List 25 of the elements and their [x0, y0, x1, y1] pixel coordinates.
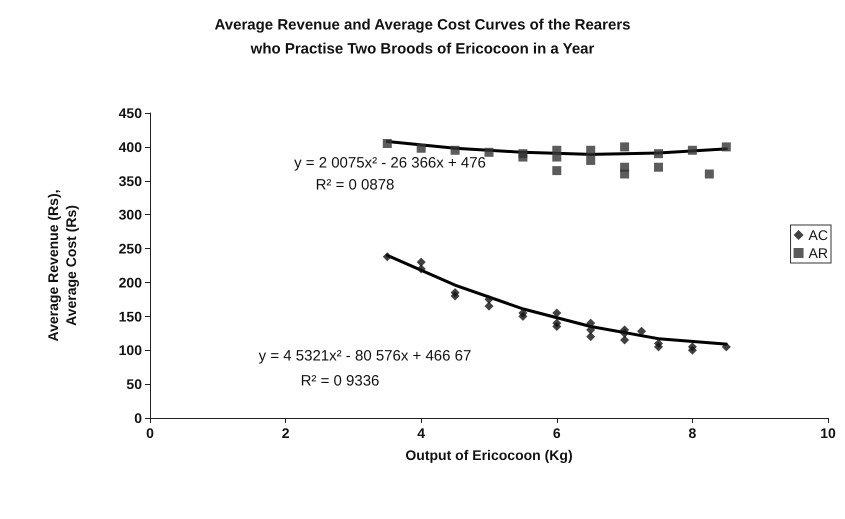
y-tick-label: 0 [134, 410, 142, 426]
annotation: R² = 0 9336 [300, 372, 380, 390]
x-tick-label: 0 [146, 425, 154, 441]
annotation: R² = 0 0878 [316, 176, 394, 194]
y-tick-label: 50 [126, 376, 142, 392]
legend-label: AC [808, 227, 828, 243]
y-tick-label: 150 [118, 308, 142, 324]
y-tick-label: 400 [118, 138, 142, 155]
annotation: y = 2 0075x² - 26 366x + 476 [294, 154, 486, 172]
x-tick-label: 6 [552, 425, 561, 441]
chart-title: Average Revenue and Average Cost Curves of the Rearers who Practise Two Broods of Ericocoon in a Year [214, 16, 630, 58]
x-tick-label: 10 [820, 425, 836, 441]
x-axis-title: Output of Ericocoon (Kg) [405, 447, 573, 463]
x-tick-label: 2 [282, 425, 290, 441]
y-tick-label: 350 [118, 172, 142, 189]
annotation: y = 4 5321x² - 80 576x + 466 67 [258, 348, 472, 364]
legend-label: AR [808, 245, 828, 261]
x-tick-label: 4 [417, 425, 426, 441]
y-tick-label: 300 [118, 206, 142, 223]
y-axis-title: Average Revenue (Rs), Average Cost (Rs) [45, 190, 79, 342]
y-tick-label: 450 [118, 105, 142, 121]
y-tick-label: 250 [118, 240, 142, 257]
x-tick-label: 8 [688, 425, 696, 441]
y-tick-label: 200 [118, 274, 142, 290]
y-tick-label: 100 [118, 342, 142, 358]
